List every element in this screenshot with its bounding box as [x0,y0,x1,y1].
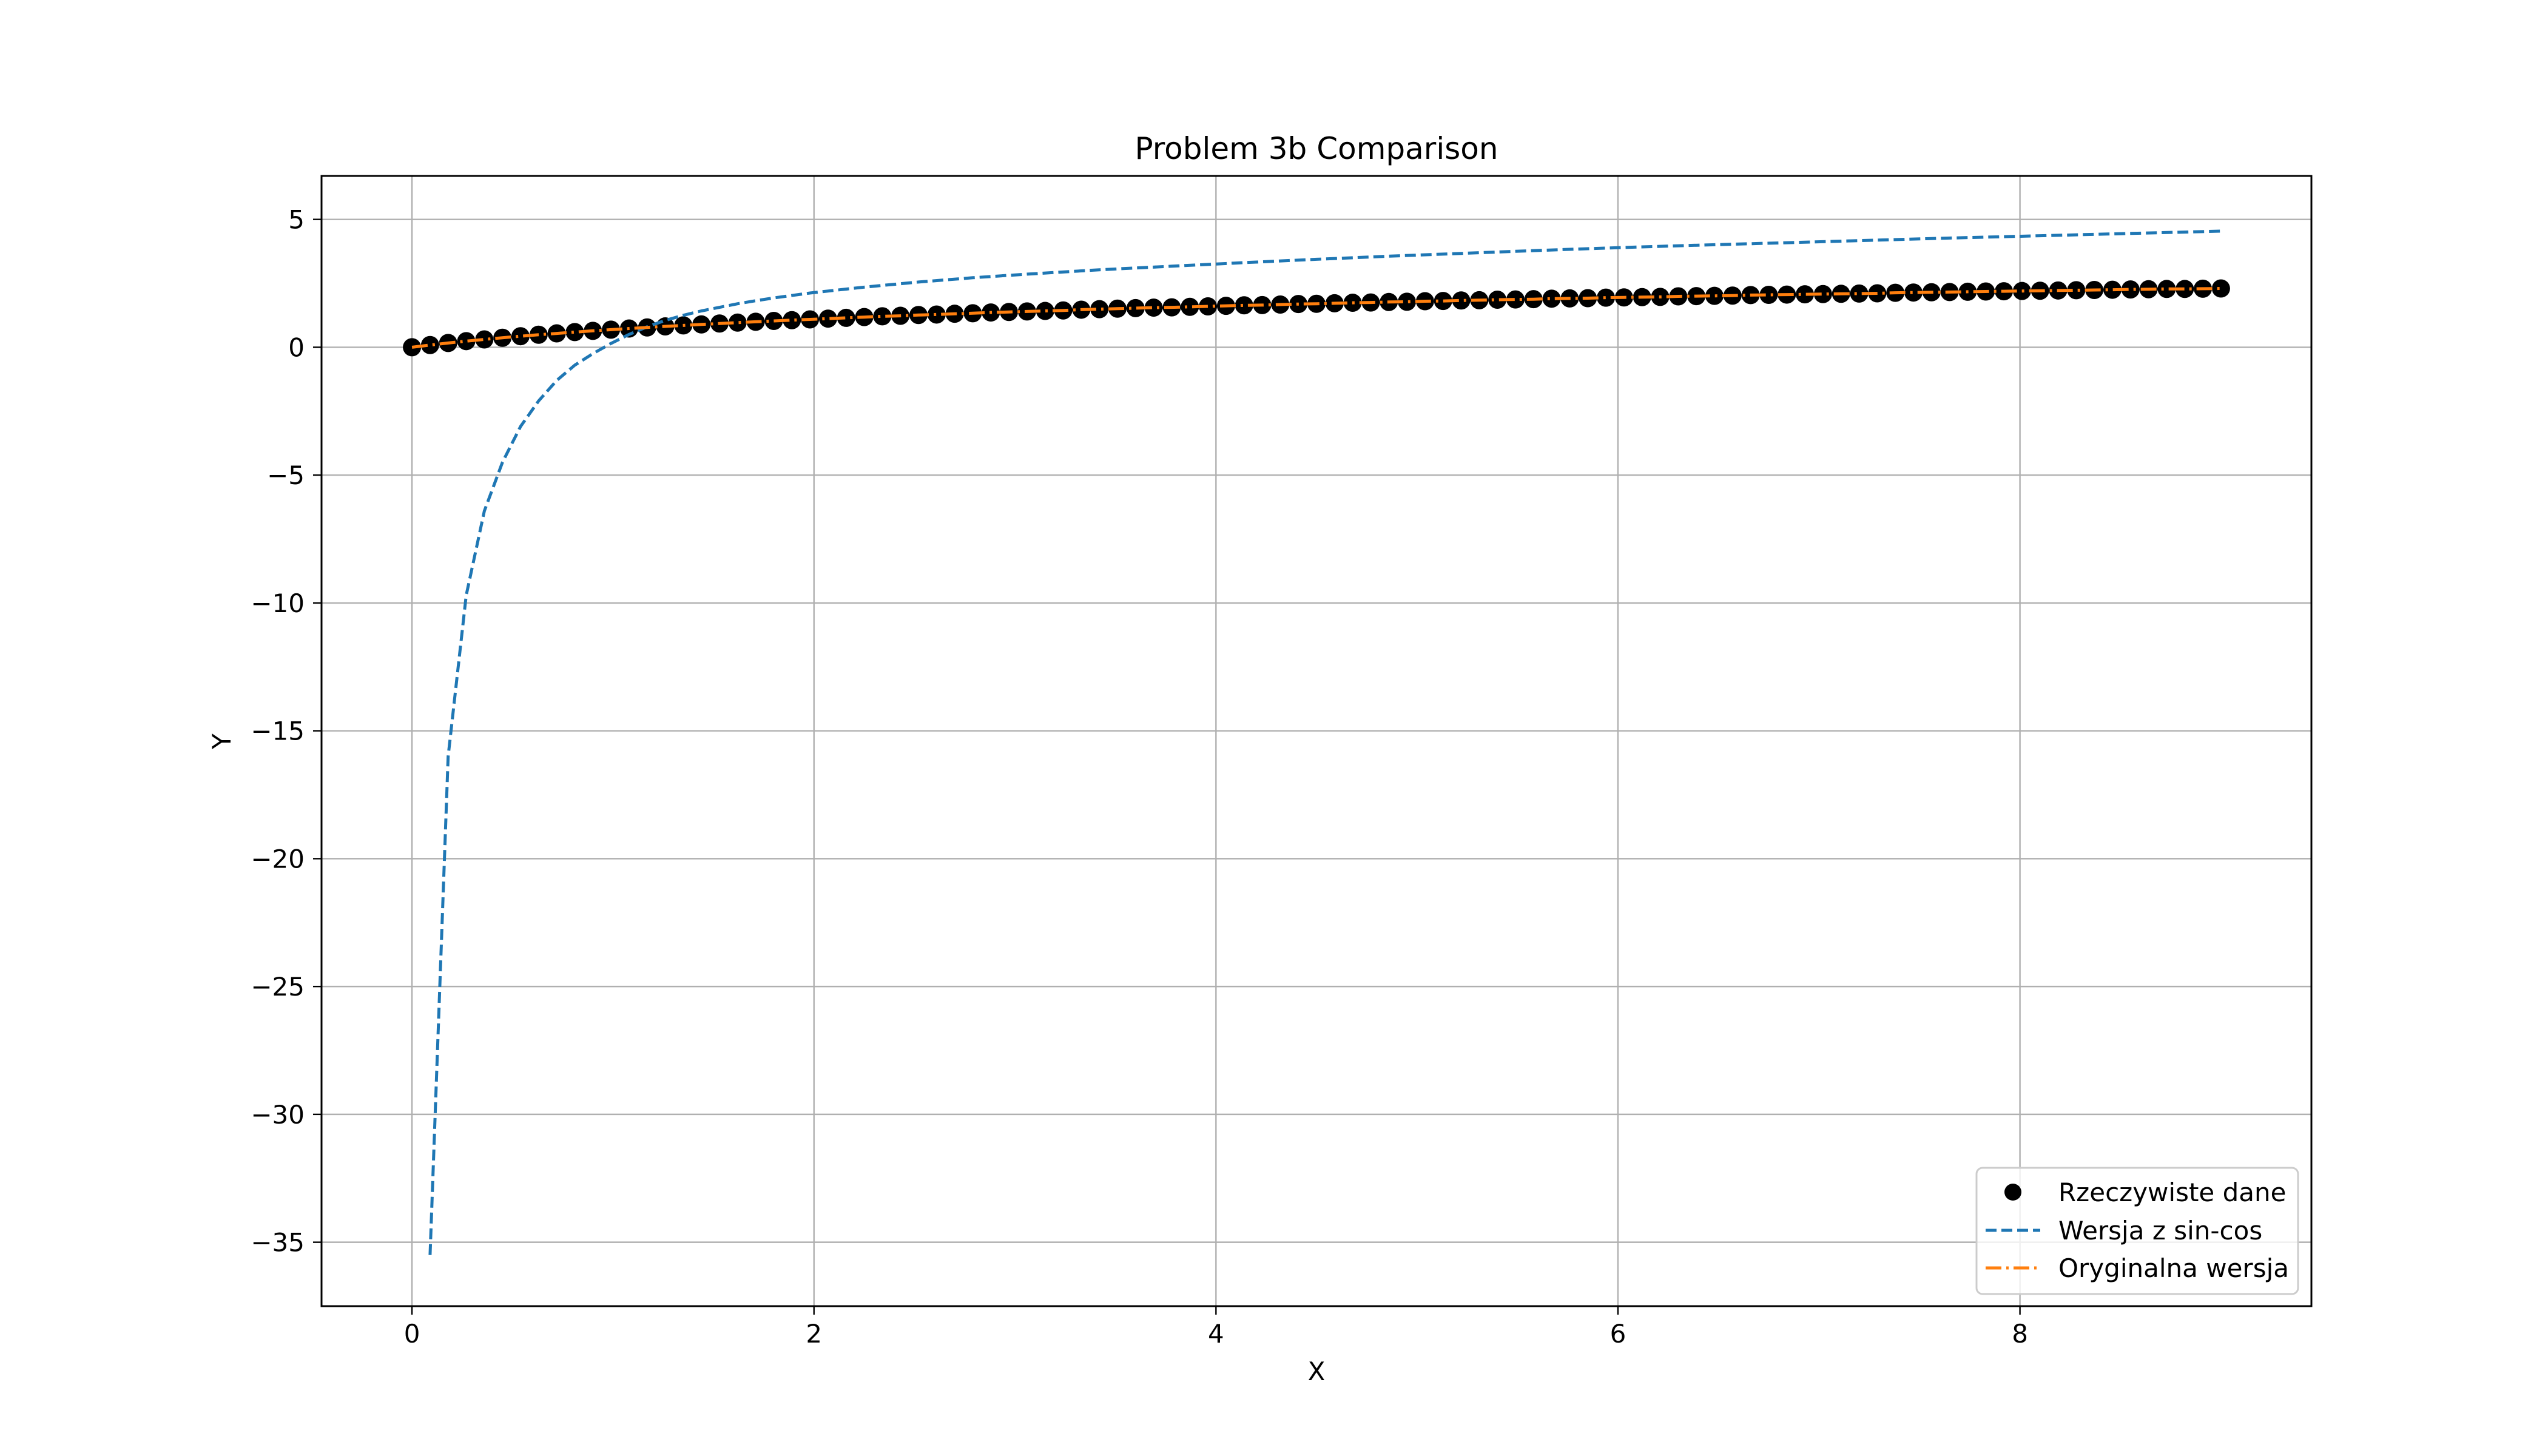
data-point [1452,291,1471,310]
data-point [1235,296,1253,315]
data-point [1759,285,1778,304]
data-point [475,330,494,349]
data-point [837,308,855,327]
data-point [783,311,801,329]
legend-label-series-1: Rzeczywiste dane [2058,1178,2286,1207]
data-point [1398,292,1417,311]
data-point [873,307,892,326]
x-tick-label: 2 [806,1319,822,1349]
data-point [2103,280,2122,299]
y-tick-label: −30 [251,1100,305,1130]
grid [322,176,2311,1306]
x-axis-label: X [1308,1357,1326,1386]
series-line-3 [411,287,2221,349]
data-point [927,305,946,324]
data-point [457,332,476,351]
axis-ticks: 0 2 4 6 8 5 0 −5 −10 −15 −20 −25 −30 −35 [251,205,2028,1349]
data-point [1144,298,1163,317]
data-point [1090,300,1109,318]
data-point [2157,280,2176,298]
data-point [2067,281,2086,300]
data-point [2211,279,2230,298]
data-point [1199,297,1218,315]
legend-marker-dot [2004,1184,2021,1201]
data-point [2176,280,2194,298]
data-point [2121,280,2140,299]
series-line-2 [428,229,2221,1255]
x-tick-label: 4 [1208,1319,1224,1349]
data-point [1542,289,1561,308]
x-tick-label: 0 [404,1319,420,1349]
data-point [1813,285,1832,303]
data-point [818,309,837,328]
data-point [1904,283,1923,302]
plot-series [403,229,2230,1255]
x-tick-label: 6 [1610,1319,1626,1349]
y-tick-label: −35 [251,1228,305,1258]
legend: Rzeczywiste dane Wersja z sin-cos Orygin… [1975,1167,2299,1295]
y-tick-label: 0 [288,332,305,362]
legend-label-series-3: Oryginalna wersja [2058,1253,2289,1283]
y-tick-label: −5 [267,460,305,490]
y-tick-label: −20 [251,844,305,874]
data-point [1434,292,1452,311]
y-tick-label: −25 [251,972,305,1002]
y-tick-label: 5 [288,205,305,235]
data-point [1850,284,1869,303]
y-tick-label: −10 [251,588,305,618]
data-point [420,335,439,354]
y-tick-label: −15 [251,716,305,746]
data-point [403,338,422,357]
data-point [728,313,747,332]
data-point [1506,290,1525,309]
chart-title: Problem 3b Comparison [1134,131,1498,166]
y-axis-label: Y [207,733,237,750]
data-point [1126,298,1145,317]
data-point [1181,297,1199,316]
data-point [1597,288,1616,307]
data-point [1796,285,1815,304]
data-point [1705,286,1724,305]
x-tick-label: 8 [2012,1319,2028,1349]
plot-frame [320,175,2313,1307]
data-point [565,323,584,342]
data-point [1036,302,1054,320]
legend-box [1975,1167,2299,1295]
data-point [1488,291,1507,309]
data-point [511,327,530,346]
legend-label-series-2: Wersja z sin-cos [2058,1216,2262,1245]
